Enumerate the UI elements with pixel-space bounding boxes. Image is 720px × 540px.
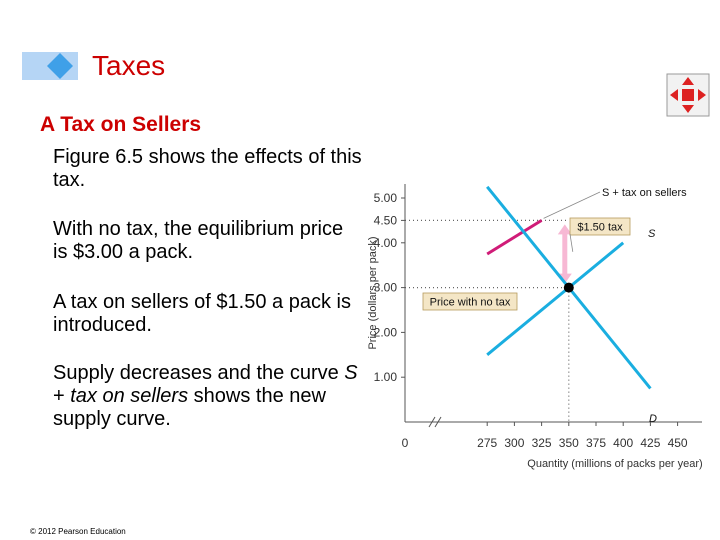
axis-break-mark [434, 416, 442, 428]
tax-callout-text: $1.50 tax [577, 222, 623, 234]
copyright-notice: © 2012 Pearson Education [30, 527, 126, 536]
paragraph-no-tax-equilibrium: With no tax, the equilibrium price is $3… [53, 218, 344, 263]
supply-line [486, 241, 625, 356]
x-tick-label: 325 [532, 436, 552, 450]
no-tax-callout-text: Price with no tax [430, 297, 511, 309]
slide-subtitle: A Tax on Sellers [40, 113, 202, 136]
tax-arrow-head-top [557, 224, 572, 235]
y-tick-label: 2.00 [374, 325, 398, 339]
x-tick-label: 425 [640, 436, 660, 450]
y-tick-label: 5.00 [374, 191, 398, 205]
tax-on-sellers-chart: 1.00 2.00 3.00 4.00 4.50 5.00 0 275 300 325 350 375… [367, 184, 703, 470]
tax-callout-leader [569, 233, 574, 252]
supply-curve-label: S [648, 228, 656, 240]
equilibrium-point [563, 282, 574, 293]
x-tick-label: 275 [477, 436, 497, 450]
y-tick-label: 4.50 [374, 213, 398, 227]
y-tick-label: 4.00 [374, 236, 398, 250]
paragraph-supply-decreases: Supply decreases and the curve S + tax o… [53, 362, 358, 430]
paragraph-tax-introduced: A tax on sellers of $1.50 a pack is intr… [53, 291, 351, 336]
supply-plus-tax-label: S + tax on sellers [602, 187, 687, 199]
supply-plus-tax-line [486, 219, 543, 256]
axis-break-mark [428, 416, 436, 428]
no-tax-callout-box [422, 292, 518, 311]
demand-curve-label: D [649, 413, 657, 425]
y-tick-label: 3.00 [374, 281, 398, 295]
no-tax-callout: Price with no tax [422, 292, 518, 311]
y-axis-title: Price (dollars per pack) [367, 236, 379, 349]
tax-callout-box [569, 217, 631, 236]
x-tick-label: 350 [559, 436, 579, 450]
x-tick-label: 300 [504, 436, 524, 450]
supply-plus-tax-leader [543, 191, 601, 219]
four-arrows-navigation-icon[interactable] [666, 73, 710, 117]
x-tick-label: 450 [668, 436, 688, 450]
paragraph-figure-reference: Figure 6.5 shows the effects of this tax… [53, 146, 362, 191]
slide-title: Taxes [92, 50, 166, 81]
tax-callout: $1.50 tax [569, 217, 631, 236]
x-tick-label: 400 [613, 436, 633, 450]
x-tick-label: 0 [402, 436, 409, 450]
x-tick-label: 375 [586, 436, 606, 450]
y-tick-label: 1.00 [374, 370, 398, 384]
x-axis-title: Quantity (millions of packs per year) [527, 458, 702, 470]
title-diamond-icon [47, 53, 73, 79]
